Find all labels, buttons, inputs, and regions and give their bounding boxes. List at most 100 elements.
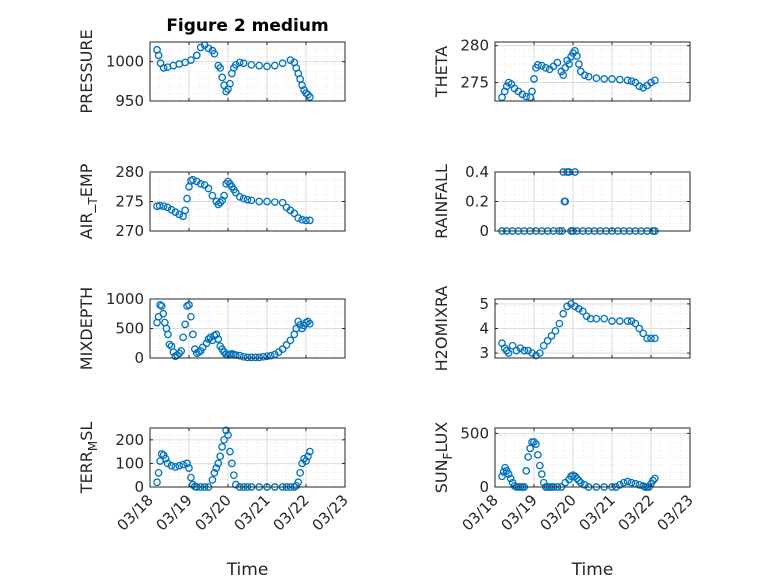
- data-point: [226, 79, 234, 88]
- data-point: [154, 468, 163, 477]
- data-point: [627, 317, 636, 325]
- data-point: [179, 460, 187, 469]
- data-point: [216, 64, 225, 72]
- data-point: [508, 341, 517, 350]
- data-point: [504, 470, 513, 478]
- data-point: [157, 302, 166, 310]
- data-point: [159, 202, 168, 211]
- data-point: [185, 464, 193, 472]
- data-point: [302, 457, 310, 465]
- data-point: [608, 317, 616, 325]
- y-tick-label: 0.2: [465, 193, 489, 211]
- data-point: [639, 83, 648, 92]
- y-axis-label-part: LUX: [432, 422, 451, 453]
- data-point: [302, 89, 310, 97]
- y-axis-label: AIR_TEMP: [77, 163, 100, 239]
- data-point: [259, 352, 267, 361]
- x-tick-label: 03/23: [654, 491, 697, 534]
- x-tick-label: 03/18: [459, 491, 502, 534]
- data-point: [615, 75, 624, 84]
- data-point: [181, 206, 189, 215]
- axes-8: 0500SUNFLUX03/1803/1903/2003/2103/2203/2…: [432, 422, 697, 580]
- data-point: [163, 203, 172, 212]
- data-point: [516, 344, 525, 353]
- data-point: [600, 314, 609, 323]
- data-point: [222, 426, 230, 435]
- data-point: [196, 43, 205, 52]
- data-point: [189, 480, 197, 489]
- data-point: [608, 75, 616, 83]
- data-point: [181, 320, 189, 329]
- axes-3: 270 275 280 AIR_TEMP: [77, 163, 346, 240]
- data-point: [155, 201, 164, 210]
- data-point: [235, 351, 244, 360]
- data-point: [559, 71, 568, 80]
- data-point: [651, 474, 659, 483]
- y-tick-label: 270: [115, 222, 144, 240]
- data-point: [635, 82, 644, 91]
- axes-1: 950 1000 PRESSURE Figure 2 medium: [77, 16, 346, 114]
- data-point: [239, 59, 248, 68]
- data-point: [524, 346, 533, 355]
- data-point: [639, 329, 648, 338]
- y-tick-label: 275: [460, 74, 489, 92]
- data-point: [247, 353, 256, 362]
- y-tick-label: 280: [460, 37, 489, 55]
- data-point: [204, 44, 213, 53]
- data-point: [627, 478, 636, 487]
- axes-box: [494, 41, 691, 102]
- data-point: [539, 478, 548, 487]
- data-point: [643, 334, 651, 343]
- data-point: [615, 317, 624, 325]
- data-point: [580, 481, 589, 489]
- data-point: [263, 197, 271, 206]
- data-point: [202, 339, 211, 348]
- data-point: [306, 216, 314, 225]
- data-point: [535, 349, 544, 357]
- y-tick-label: 4: [479, 320, 489, 338]
- y-axis-label: RAINFALL: [432, 164, 451, 239]
- data-point: [208, 476, 217, 484]
- data-point: [165, 340, 174, 349]
- x-tick-label: 03/22: [615, 491, 658, 534]
- data-point: [619, 478, 628, 487]
- data-point: [580, 71, 589, 80]
- data-point: [247, 196, 256, 205]
- data-point: [239, 352, 248, 361]
- data-point: [502, 82, 511, 91]
- data-point: [267, 351, 275, 360]
- data-point: [177, 347, 186, 355]
- data-point: [231, 188, 240, 197]
- data-point: [164, 330, 172, 339]
- data-point: [278, 59, 287, 68]
- data-point: [512, 346, 521, 355]
- axes-7: 0 100 200 TERRMSL 03/1803/1903/2003/2103/220…: [77, 422, 352, 580]
- axes-box: [149, 41, 346, 102]
- y-tick-label: 0: [134, 349, 144, 367]
- data-point: [623, 477, 632, 486]
- data-point: [571, 302, 579, 311]
- data-point: [235, 192, 244, 201]
- x-tick-label: 03/23: [309, 491, 352, 534]
- data-point: [286, 56, 295, 64]
- y-tick-label: 500: [460, 424, 489, 442]
- x-tick-label: 03/19: [153, 491, 196, 534]
- data-point: [175, 210, 184, 219]
- data-point: [192, 51, 201, 60]
- y-tick-label: 275: [115, 193, 144, 211]
- data-point: [218, 443, 226, 451]
- data-point: [212, 330, 221, 339]
- data-point: [592, 74, 601, 82]
- data-point: [582, 312, 591, 321]
- data-point: [282, 341, 291, 349]
- y-tick-label: 5: [479, 295, 489, 313]
- x-tick-label: 03/21: [576, 491, 619, 534]
- data-point: [294, 478, 303, 487]
- data-point: [208, 191, 217, 200]
- data-point: [214, 200, 223, 209]
- y-tick-label: 950: [115, 92, 144, 110]
- data-point: [154, 51, 163, 60]
- y-axis-label: MIXDEPTH: [77, 287, 96, 370]
- data-point: [159, 309, 168, 318]
